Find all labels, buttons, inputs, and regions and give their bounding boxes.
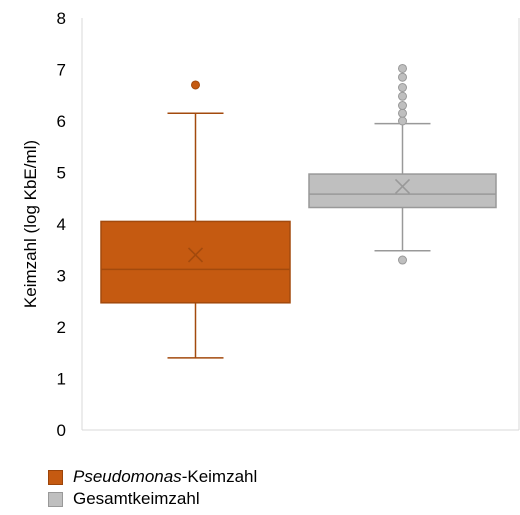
- outlier-point: [398, 116, 407, 126]
- boxplot-chart: 0 1 2 3 4 5 6 7 8 Keimzahl (log KbE/ml): [21, 9, 520, 440]
- mean-marker-b: [187, 247, 204, 263]
- legend-item-gesamtkeimzahl: Gesamtkeimzahl: [48, 488, 257, 510]
- y-axis-ticks: 0 1 2 3 4 5 6 7 8: [57, 9, 66, 440]
- y-tick-label: 3: [57, 267, 66, 286]
- legend-swatch-pseudomonas: [48, 469, 63, 485]
- y-tick-label: 5: [57, 164, 66, 183]
- y-tick-label: 0: [57, 421, 66, 440]
- y-axis-title: Keimzahl (log KbE/ml): [21, 140, 40, 308]
- legend-label-pseudomonas: Pseudomonas-Keimzahl: [73, 467, 258, 486]
- outlier-point: [191, 80, 200, 90]
- outlier-point: [398, 72, 407, 82]
- y-tick-label: 4: [57, 215, 66, 234]
- outlier-point: [398, 63, 407, 73]
- iqr-box: [308, 173, 497, 209]
- outlier-point: [398, 91, 407, 101]
- y-tick-label: 8: [57, 9, 66, 28]
- legend: Pseudomonas-Keimzahl Gesamtkeimzahl: [48, 466, 257, 510]
- mean-marker-b: [394, 178, 411, 194]
- y-tick-label: 2: [57, 318, 66, 337]
- outlier-point: [398, 101, 407, 111]
- legend-swatch-gesamtkeimzahl: [48, 491, 63, 507]
- outlier-point: [398, 83, 407, 93]
- box-series-1: [308, 63, 497, 265]
- y-tick-label: 1: [57, 370, 66, 389]
- legend-item-pseudomonas: Pseudomonas-Keimzahl: [48, 466, 257, 488]
- y-tick-label: 6: [57, 112, 66, 131]
- outlier-point: [398, 255, 407, 265]
- iqr-box: [100, 220, 291, 304]
- box-series-0: [100, 80, 291, 359]
- boxes-group: [100, 63, 497, 359]
- outlier-point: [398, 108, 407, 118]
- legend-label-gesamtkeimzahl: Gesamtkeimzahl: [73, 489, 200, 508]
- y-tick-label: 7: [57, 61, 66, 80]
